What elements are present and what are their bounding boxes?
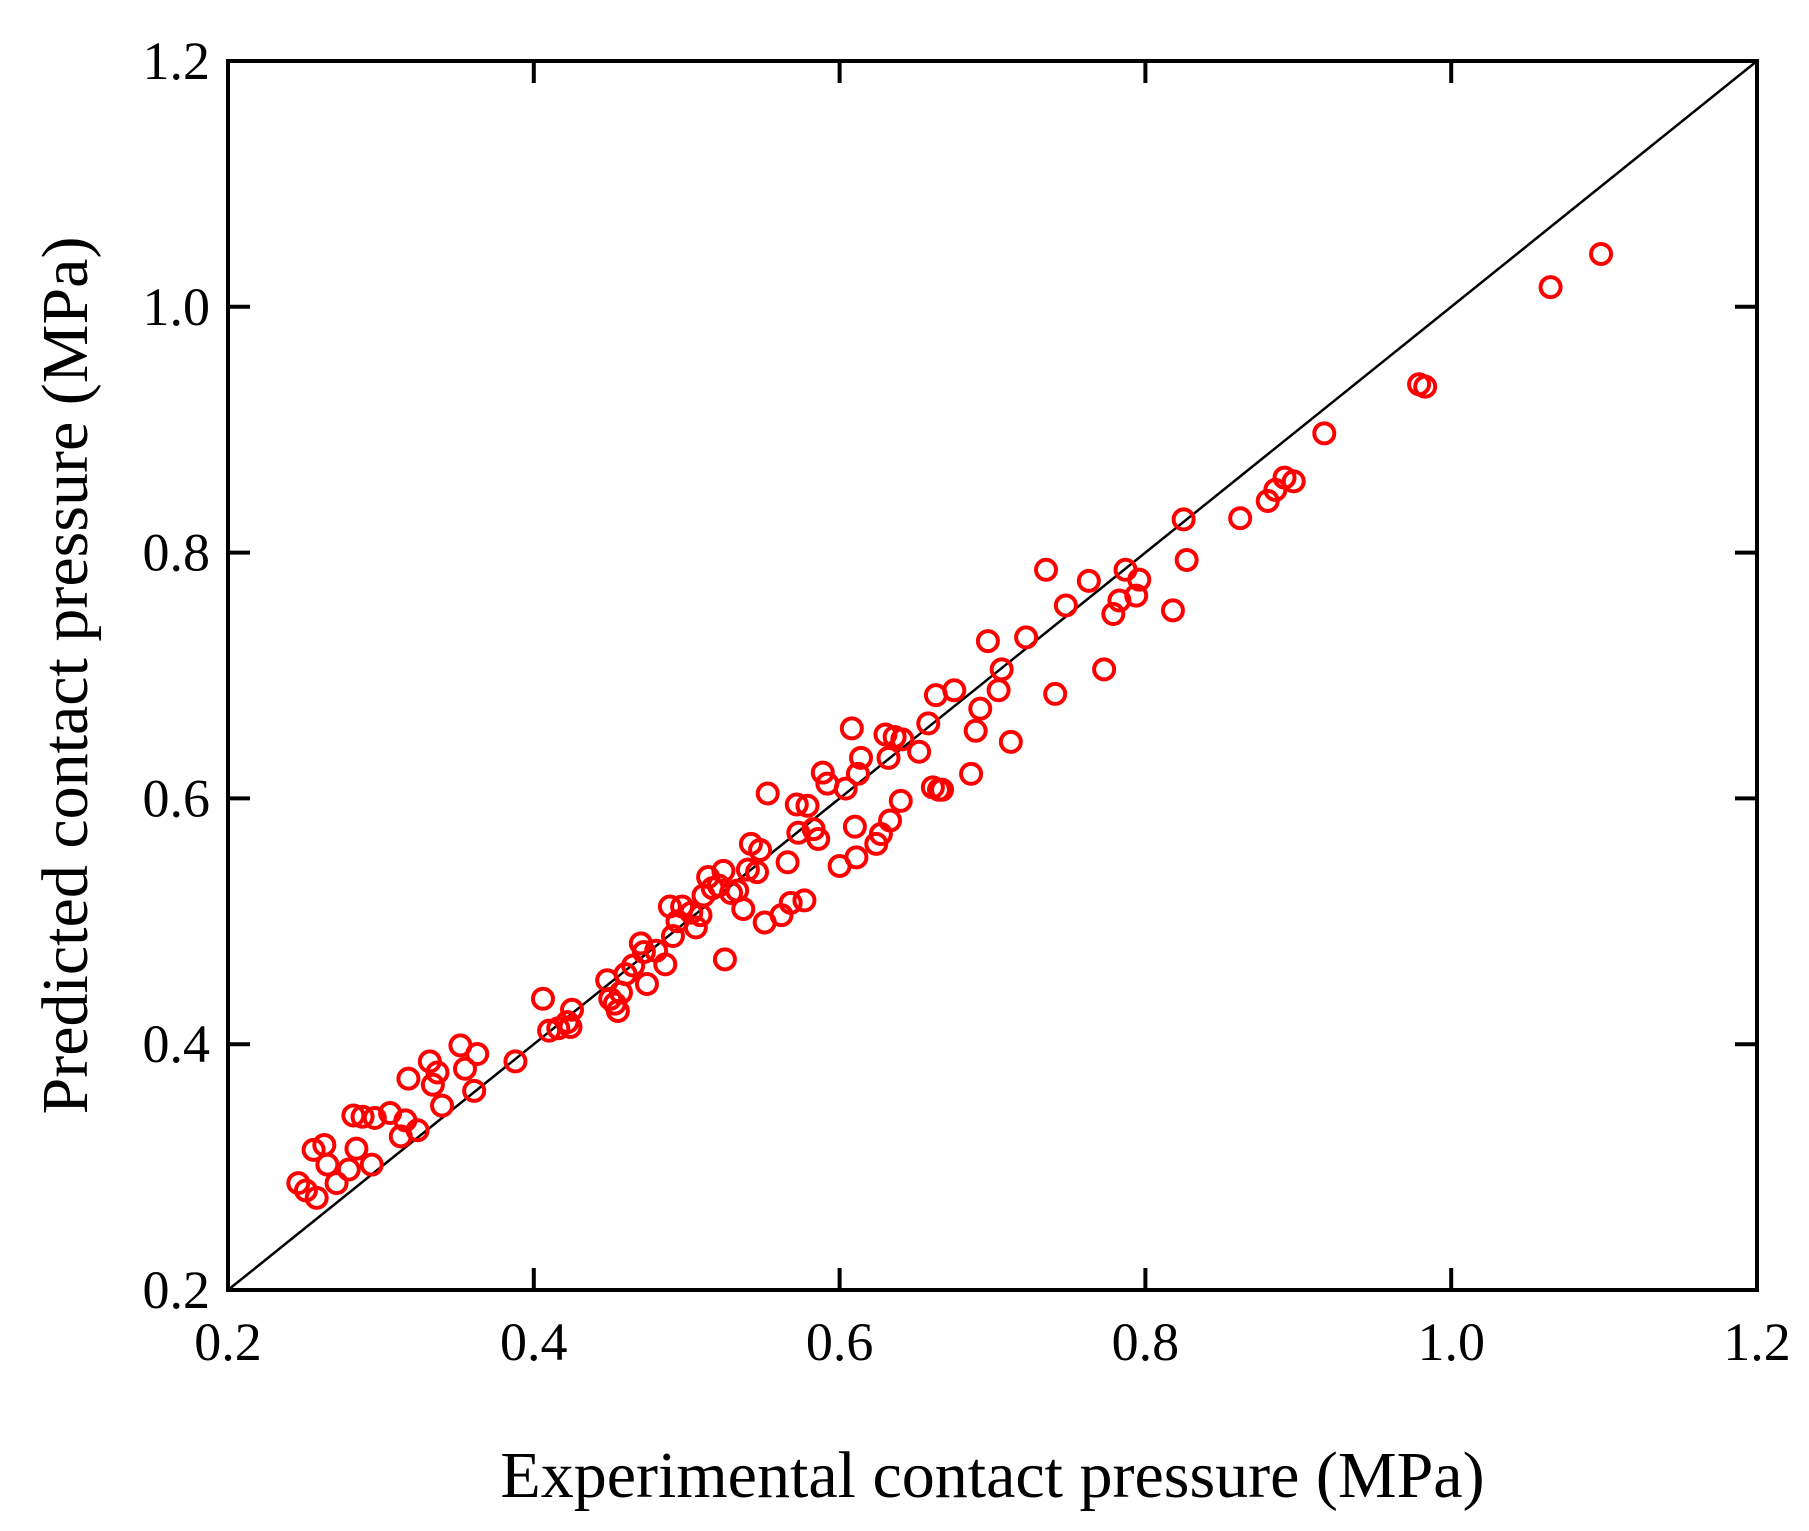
data-point (907, 739, 932, 764)
data-point (1228, 506, 1253, 531)
y-tick-label: 0.6 (143, 768, 211, 828)
data-point (452, 1056, 477, 1081)
y-tick-label: 1.0 (143, 277, 211, 337)
data-point (833, 776, 858, 801)
data-point (959, 761, 984, 786)
data-point (1174, 547, 1199, 572)
data-point (1160, 598, 1185, 623)
data-point (1014, 625, 1039, 650)
data-point (1171, 507, 1196, 532)
data-point (359, 1152, 384, 1177)
data-point (712, 947, 737, 972)
data-point (839, 716, 864, 741)
data-point (745, 860, 770, 885)
y-tick-labels: 0.2 0.4 0.6 0.8 1.0 1.2 (143, 31, 211, 1320)
data-point (1053, 593, 1078, 618)
data-point (878, 808, 903, 833)
data-point (731, 897, 756, 922)
data-point (795, 793, 820, 818)
data-point (462, 1078, 487, 1103)
data-point (930, 777, 955, 802)
data-point (1312, 421, 1337, 446)
data-point (634, 971, 659, 996)
data-point (916, 711, 941, 736)
data-point (711, 858, 736, 883)
data-point (420, 1072, 445, 1097)
data-point (844, 845, 869, 870)
data-point (503, 1049, 528, 1074)
data-point (845, 761, 870, 786)
x-tick-label: 1.2 (1723, 1312, 1791, 1372)
data-point (660, 924, 685, 949)
data-point (530, 986, 555, 1011)
data-point (1413, 374, 1438, 399)
data-point (810, 760, 835, 785)
data-point (304, 1185, 329, 1210)
data-point (775, 850, 800, 875)
x-tick-label: 0.4 (500, 1312, 568, 1372)
data-point (792, 888, 817, 913)
data-point (1034, 557, 1059, 582)
data-point (963, 718, 988, 743)
data-point (1043, 681, 1068, 706)
data-point (350, 1104, 375, 1129)
data-point (888, 788, 913, 813)
data-point (842, 814, 867, 839)
data-point (1538, 275, 1563, 300)
data-point (1281, 469, 1306, 494)
x-axis-title: Experimental contact pressure (MPa) (500, 1439, 1484, 1512)
data-point (784, 792, 809, 817)
data-point (425, 1060, 450, 1085)
data-point (405, 1118, 430, 1143)
data-point (362, 1105, 387, 1130)
data-point (989, 657, 1014, 682)
data-point (344, 1136, 369, 1161)
data-point (1092, 657, 1117, 682)
x-tick-label: 0.8 (1112, 1312, 1180, 1372)
data-point (1076, 568, 1101, 593)
data-point (942, 678, 967, 703)
data-point (560, 997, 585, 1022)
data-point (755, 781, 780, 806)
data-point (778, 890, 803, 915)
data-point (975, 629, 1000, 654)
data-point (653, 952, 678, 977)
data-point (849, 745, 874, 770)
x-tick-label: 0.2 (194, 1312, 262, 1372)
data-point (336, 1157, 361, 1182)
y-tick-marks (228, 59, 1757, 1292)
data-point (430, 1093, 455, 1118)
data-point (396, 1066, 421, 1091)
data-point (968, 696, 993, 721)
y-tick-label: 1.2 (143, 31, 211, 91)
x-tick-marks (226, 61, 1759, 1290)
data-point (806, 826, 831, 851)
x-tick-label: 0.6 (806, 1312, 874, 1372)
plot-frame (226, 59, 1759, 1292)
x-tick-labels: 0.2 0.4 0.6 0.8 1.0 1.2 (194, 1312, 1791, 1372)
y-axis-title: Predicted contact pressure (MPa) (29, 237, 102, 1115)
data-point (1101, 602, 1126, 627)
y-tick-label: 0.2 (143, 1260, 211, 1320)
data-point (998, 729, 1023, 754)
x-tick-label: 1.0 (1417, 1312, 1485, 1372)
data-point (890, 727, 915, 752)
y-tick-label: 0.4 (143, 1014, 211, 1074)
data-points-layer (286, 241, 1614, 1210)
data-point (1124, 583, 1149, 608)
data-point (748, 838, 773, 863)
data-point (324, 1171, 349, 1196)
data-point (465, 1042, 490, 1067)
data-point (631, 940, 656, 965)
data-point (315, 1152, 340, 1177)
y-tick-label: 0.8 (143, 523, 211, 583)
data-point (558, 1014, 583, 1039)
data-point (1127, 567, 1152, 592)
data-point (876, 745, 901, 770)
data-point (1589, 241, 1614, 266)
data-point (683, 915, 708, 940)
